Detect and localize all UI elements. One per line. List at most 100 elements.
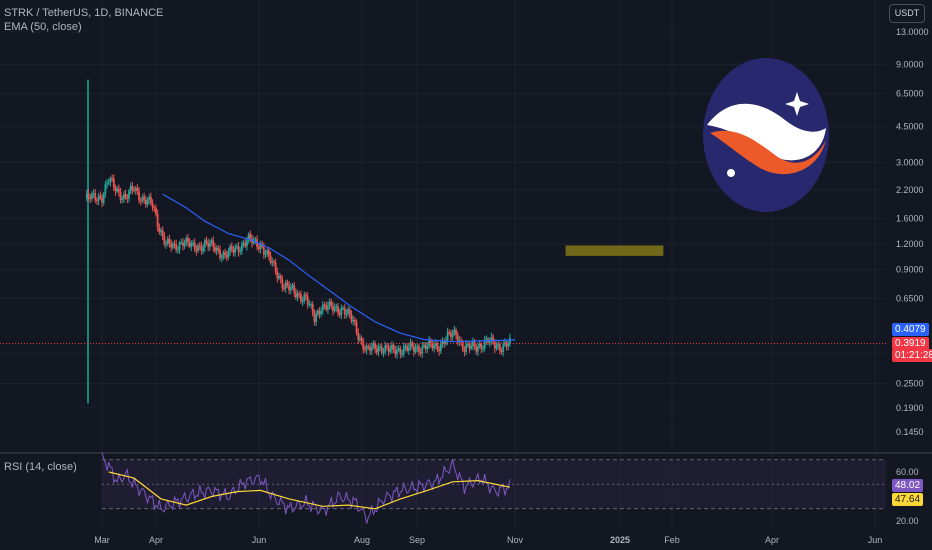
countdown-badge: 01:21:28	[892, 349, 932, 362]
candle	[374, 343, 376, 349]
candle	[235, 246, 238, 248]
candle	[266, 250, 269, 254]
candle	[170, 243, 173, 248]
candle	[129, 186, 132, 192]
candle	[303, 294, 306, 301]
rsi-indicator-label[interactable]: RSI (14, close)	[4, 461, 77, 473]
candle	[419, 352, 422, 354]
candle	[249, 234, 252, 239]
candle	[106, 183, 108, 185]
candle	[418, 345, 420, 353]
candle	[143, 196, 146, 200]
price-axis-label: 0.9000	[896, 265, 924, 275]
candle	[117, 188, 120, 193]
candle	[355, 321, 358, 333]
candle	[146, 199, 149, 205]
candle	[320, 311, 323, 315]
candle	[316, 310, 319, 315]
candle	[465, 344, 468, 352]
candle	[96, 200, 98, 202]
rsi-ma-line[interactable]	[108, 471, 511, 510]
candle	[254, 239, 257, 241]
candle	[212, 240, 215, 248]
candle	[180, 242, 183, 244]
candle	[300, 294, 302, 302]
candle	[492, 337, 494, 342]
candle	[500, 350, 503, 352]
candle	[429, 340, 432, 343]
time-axis-label: Mar	[94, 535, 110, 545]
candle	[246, 240, 248, 247]
candle	[247, 234, 250, 241]
candle	[203, 240, 206, 248]
candle	[369, 347, 371, 352]
candle	[283, 287, 285, 289]
starknet-logo-icon	[703, 58, 829, 212]
last-price-badge: 0.3919	[892, 337, 929, 350]
candle	[328, 301, 331, 307]
candle	[342, 307, 344, 309]
candle	[294, 292, 297, 298]
candle	[104, 184, 107, 195]
candle	[278, 275, 280, 279]
candle	[401, 353, 403, 355]
candle	[144, 199, 147, 205]
candle	[340, 308, 343, 315]
candle	[183, 242, 186, 246]
candle	[348, 309, 351, 315]
candle	[321, 304, 324, 312]
candle	[262, 246, 265, 255]
candle	[347, 309, 350, 314]
candle	[171, 243, 174, 248]
rsi-ma-badge: 47.64	[892, 493, 924, 506]
candle	[138, 191, 140, 201]
ema-50-line[interactable]	[162, 193, 516, 343]
candle	[121, 198, 124, 200]
candle	[289, 287, 292, 291]
candle	[239, 250, 242, 253]
candle	[396, 350, 398, 355]
candle	[477, 346, 479, 352]
candle	[232, 249, 235, 253]
candle	[431, 342, 434, 349]
candle	[90, 193, 93, 200]
candle	[482, 348, 484, 350]
candle	[222, 252, 225, 258]
candle	[423, 344, 425, 347]
candle	[301, 300, 304, 302]
candle	[225, 254, 228, 258]
candle	[102, 194, 105, 203]
candle	[97, 195, 100, 202]
candle	[271, 261, 274, 263]
candle	[493, 341, 496, 349]
candle	[451, 333, 454, 338]
rsi-line[interactable]	[101, 452, 511, 524]
candle	[426, 346, 429, 349]
candle	[156, 214, 159, 227]
candle	[111, 178, 114, 180]
candle	[193, 242, 196, 250]
candle	[141, 196, 144, 201]
candle	[370, 346, 373, 352]
candle	[308, 304, 311, 306]
candle	[242, 243, 245, 245]
candle	[215, 247, 218, 252]
candle	[480, 343, 483, 349]
candle	[161, 230, 164, 237]
candle	[89, 196, 92, 200]
candle	[455, 329, 457, 335]
price-axis-label: 0.1450	[896, 427, 924, 437]
highlight-zone-box[interactable]	[565, 245, 664, 256]
candle	[350, 314, 353, 322]
candle	[325, 304, 328, 310]
currency-button[interactable]: USDT	[889, 4, 925, 23]
candle	[195, 249, 198, 252]
candle	[237, 246, 240, 253]
price-axis-label: 3.0000	[896, 157, 924, 167]
candle	[202, 247, 205, 252]
candle	[471, 341, 474, 346]
ema-indicator-label[interactable]: EMA (50, close)	[4, 21, 82, 33]
candle	[485, 338, 488, 341]
candle	[332, 305, 334, 312]
